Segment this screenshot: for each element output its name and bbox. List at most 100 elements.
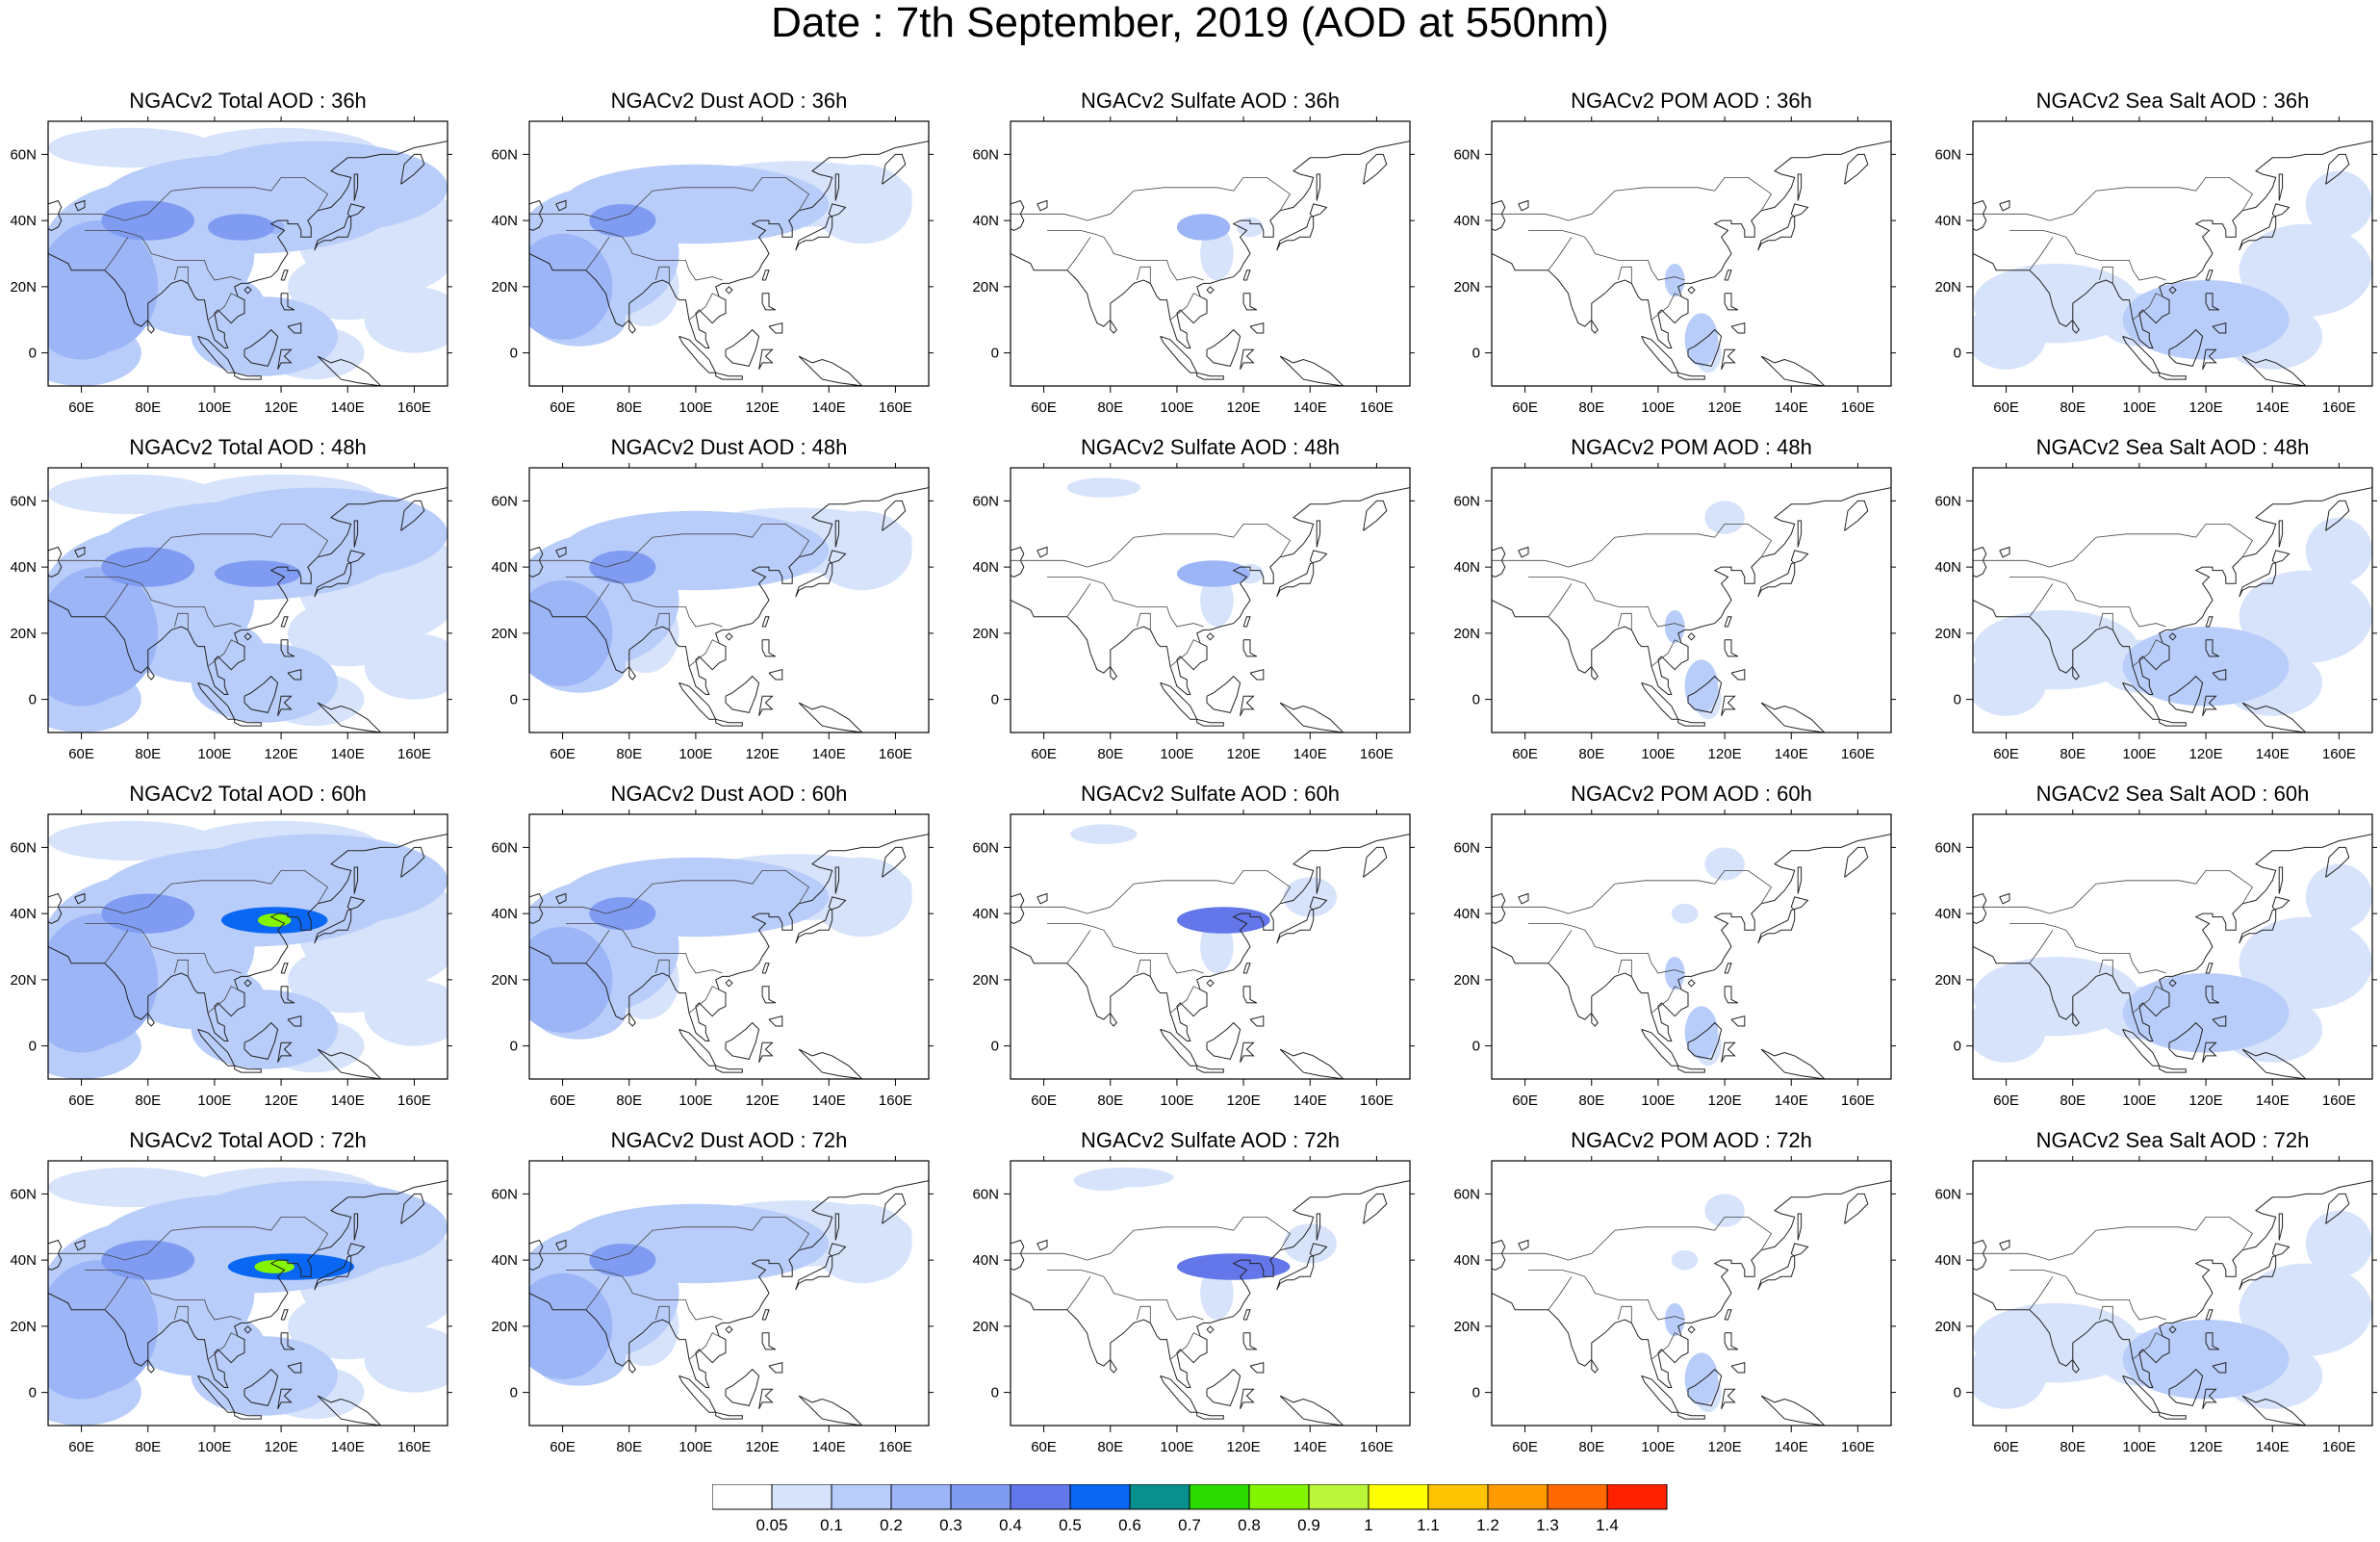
coastline <box>197 1375 236 1413</box>
aod-patch <box>662 547 796 587</box>
coastline <box>1316 173 1321 201</box>
lat-tick-label: 0 <box>1954 692 1961 708</box>
coastline <box>48 141 448 348</box>
lon-tick-label: 100E <box>2122 746 2156 762</box>
lon-tick-label: 160E <box>1360 746 1394 762</box>
lat-tick-label: 0 <box>1954 1385 1961 1401</box>
country-border <box>2029 930 2054 964</box>
lon-tick-label: 120E <box>265 1092 298 1109</box>
lon-tick-label: 140E <box>812 1439 846 1455</box>
coastline <box>1110 666 1117 681</box>
lon-tick-label: 160E <box>879 746 912 762</box>
coastline <box>725 328 760 367</box>
lon-tick-label: 100E <box>1641 1092 1675 1109</box>
lat-tick-label: 40N <box>1934 213 1961 229</box>
colorbar-swatch <box>1248 1484 1310 1510</box>
lon-tick-label: 80E <box>2060 1439 2086 1455</box>
map-frame <box>528 813 930 1080</box>
coastline <box>2072 1359 2080 1374</box>
coastline <box>1721 348 1736 371</box>
coastline <box>1036 546 1048 558</box>
coastline <box>1492 199 1506 231</box>
coastline <box>1641 681 1679 720</box>
coastline <box>1973 141 2372 348</box>
country-border <box>2029 583 2054 617</box>
country-border <box>104 583 129 617</box>
coastline <box>2205 293 2220 311</box>
lat-tick-label: 60N <box>10 839 37 856</box>
coastline <box>761 293 777 311</box>
aod-map-panel: 60E 80E 100E 120E 140E 160E 60N 40N 20N 0 <box>10 810 452 1109</box>
coastline <box>1011 546 1025 578</box>
coastline <box>715 1411 743 1420</box>
lon-tick-label: 100E <box>1160 1439 1193 1455</box>
lat-tick-label: 60N <box>1453 839 1480 856</box>
coastline <box>725 979 733 988</box>
coastline <box>882 1193 907 1224</box>
lon-tick-label: 140E <box>812 399 846 416</box>
lat-tick-label: 40N <box>1934 1252 1961 1269</box>
aod-patch <box>589 896 656 931</box>
coastline <box>678 335 717 373</box>
lon-tick-label: 60E <box>68 1439 94 1455</box>
aod-map-panel: 60E 80E 100E 120E 140E 160E 60N 40N 20N 0 <box>1934 463 2377 762</box>
country-border <box>1651 986 1682 1014</box>
country-border <box>1011 524 1292 568</box>
coastline <box>2072 1013 2080 1027</box>
lon-tick-label: 80E <box>616 1092 642 1109</box>
lon-tick-label: 80E <box>1097 399 1123 416</box>
lat-tick-label: 20N <box>1934 972 1961 989</box>
lon-tick-label: 120E <box>2189 1092 2223 1109</box>
coastline <box>2072 666 2080 681</box>
coastline <box>2122 1028 2161 1067</box>
aod-patch <box>1684 659 1719 713</box>
aod-field <box>1492 834 1891 1079</box>
aod-map-panel: 60E 80E 100E 120E 140E 160E 60N 40N 20N 0 <box>491 1156 934 1455</box>
aod-patch <box>131 270 265 337</box>
lon-tick-label: 120E <box>2189 1439 2223 1455</box>
lat-tick-label: 60N <box>972 493 999 509</box>
coastline <box>2241 702 2307 732</box>
coastline <box>1730 669 1746 681</box>
lon-tick-label: 100E <box>1641 1439 1675 1455</box>
coastline <box>1242 270 1251 281</box>
coastline <box>314 550 366 598</box>
country-border <box>1047 923 1204 974</box>
aod-patch <box>2239 223 2372 317</box>
coastline <box>1160 1028 1198 1067</box>
country-border <box>2009 1270 2166 1321</box>
coastline <box>1677 372 1705 380</box>
country-border <box>2132 1332 2163 1360</box>
coastline <box>147 666 155 681</box>
coastline <box>1591 320 1599 334</box>
lon-tick-label: 60E <box>1993 399 2019 416</box>
map-frame <box>528 1160 930 1426</box>
coastline <box>1492 141 1891 348</box>
aod-map-panel: 60E 80E 100E 120E 140E 160E 60N 40N 20N 0 <box>491 463 934 762</box>
coastline <box>1797 520 1803 548</box>
coastline <box>1687 632 1696 641</box>
country-border <box>104 930 129 964</box>
coastline <box>1036 199 1048 212</box>
coastline <box>280 1332 295 1350</box>
country-border <box>1066 583 1091 617</box>
coastline <box>1011 834 1410 1041</box>
coastline <box>243 328 279 367</box>
lat-tick-label: 40N <box>972 1252 999 1269</box>
lon-tick-label: 160E <box>879 1092 912 1109</box>
coastline <box>353 173 359 201</box>
aod-patch <box>589 550 656 584</box>
aod-field <box>1011 824 1410 1079</box>
map-frame <box>1972 467 2373 733</box>
coastline <box>280 1309 289 1321</box>
country-border <box>104 1276 129 1310</box>
coastline <box>761 639 777 657</box>
aod-patch <box>48 1167 215 1208</box>
aod-map-panel: 60E 80E 100E 120E 140E 160E 60N 40N 20N 0 <box>491 116 934 416</box>
aod-patch <box>1176 907 1270 934</box>
coastline <box>2212 1015 2227 1027</box>
lat-tick-label: 60N <box>1934 1186 1961 1202</box>
lon-tick-label: 160E <box>397 1439 431 1455</box>
coastline <box>795 1243 847 1291</box>
coastline <box>2159 1411 2187 1420</box>
